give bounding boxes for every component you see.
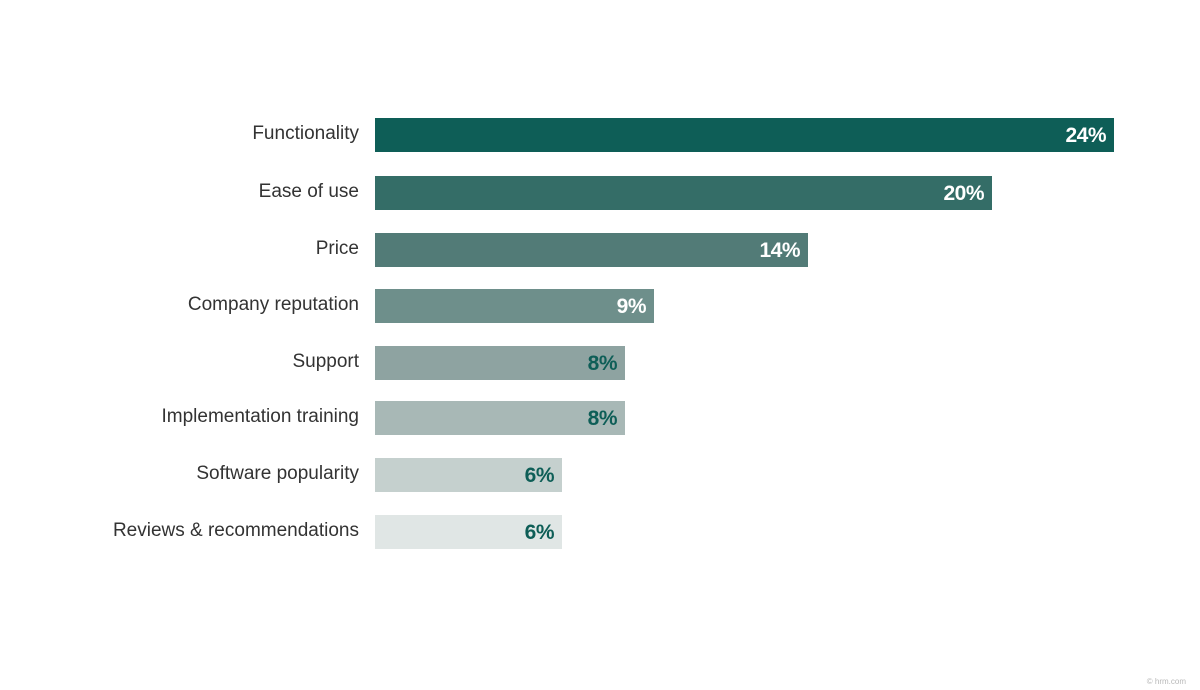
category-label: Software popularity bbox=[196, 463, 359, 484]
bar-row-software-popularity: Software popularity 6% bbox=[0, 458, 1200, 492]
value-label: 6% bbox=[524, 521, 555, 544]
bar: 14% bbox=[375, 233, 808, 267]
value-label: 6% bbox=[524, 464, 555, 487]
bar-row-price: Price 14% bbox=[0, 233, 1200, 267]
bar-row-company-reputation: Company reputation 9% bbox=[0, 289, 1200, 323]
bar: 8% bbox=[375, 401, 625, 435]
category-label: Price bbox=[315, 238, 359, 259]
watermark: © hrm.com bbox=[1146, 677, 1186, 686]
bar: 6% bbox=[375, 458, 562, 492]
value-label: 14% bbox=[759, 239, 800, 262]
value-label: 8% bbox=[587, 407, 618, 430]
bar: 8% bbox=[375, 346, 625, 380]
bar: 6% bbox=[375, 515, 562, 549]
bar: 9% bbox=[375, 289, 654, 323]
bar-row-ease-of-use: Ease of use 20% bbox=[0, 176, 1200, 210]
value-label: 8% bbox=[587, 352, 618, 375]
category-label: Reviews & recommendations bbox=[112, 520, 359, 541]
category-label: Support bbox=[292, 351, 359, 372]
category-label: Ease of use bbox=[258, 181, 359, 202]
bar-row-functionality: Functionality 24% bbox=[0, 118, 1200, 152]
bar-row-implementation-training: Implementation training 8% bbox=[0, 401, 1200, 435]
bar-row-reviews-recommendations: Reviews & recommendations 6% bbox=[0, 515, 1200, 549]
value-label: 24% bbox=[1065, 124, 1106, 147]
category-label: Functionality bbox=[252, 123, 359, 144]
bar: 20% bbox=[375, 176, 992, 210]
value-label: 20% bbox=[943, 182, 984, 205]
value-label: 9% bbox=[616, 295, 647, 318]
category-label: Company reputation bbox=[187, 294, 359, 315]
bar: 24% bbox=[375, 118, 1114, 152]
category-label: Implementation training bbox=[161, 406, 360, 427]
bar-row-support: Support 8% bbox=[0, 346, 1200, 380]
